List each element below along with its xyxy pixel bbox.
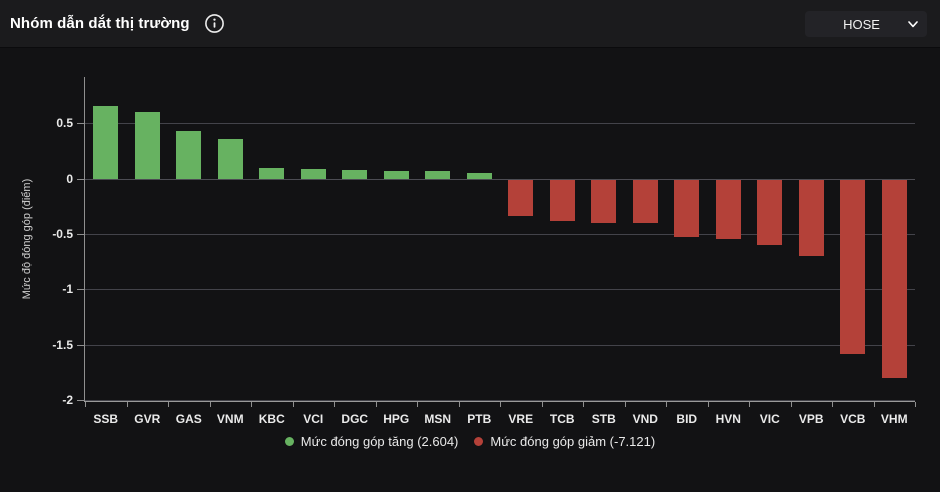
x-axis-label: HPG	[383, 412, 410, 426]
x-axis-label: MSN	[424, 412, 452, 426]
y-axis-tick	[77, 178, 84, 180]
x-axis-tick	[583, 402, 584, 407]
x-axis-tick	[500, 402, 501, 407]
y-tick-label: -2	[62, 392, 73, 407]
x-axis-tick	[85, 402, 86, 407]
x-axis-tick	[749, 402, 750, 407]
x-axis-label: HVN	[715, 412, 741, 426]
bar-vci[interactable]	[300, 168, 326, 179]
x-axis-tick	[624, 402, 626, 407]
bar-gas[interactable]	[176, 131, 202, 179]
x-axis-label: VRE	[508, 412, 534, 426]
x-axis-label: KBC	[258, 412, 285, 426]
y-axis-tick	[77, 123, 84, 125]
legend: Mức đóng góp tăng (2.604) Mức đóng góp g…	[0, 434, 940, 449]
bar-vnm[interactable]	[217, 138, 243, 179]
x-axis-line	[84, 401, 915, 402]
gridline	[85, 234, 915, 236]
bar-kbc[interactable]	[259, 167, 285, 179]
info-icon[interactable]	[204, 13, 225, 34]
plot-area: 0.5 0 -0.5 -1 -1.5 -2 SSB GVR GAS VNM KBC VCI DGC HPG…	[52, 77, 916, 426]
x-axis-label: VNM	[216, 412, 244, 426]
bar-vre[interactable]	[508, 179, 534, 217]
bar-bid[interactable]	[674, 179, 700, 238]
bar-ssb[interactable]	[93, 105, 119, 179]
header: Nhóm dẫn dắt thị trường HOSE	[0, 0, 940, 48]
bar-vhm[interactable]	[881, 179, 907, 378]
legend-item-decrease[interactable]: Mức đóng góp giảm (-7.121)	[474, 434, 655, 449]
y-tick-label: 0.5	[56, 116, 73, 131]
y-tick-label: -1.5	[52, 337, 73, 352]
bar-gvr[interactable]	[134, 112, 160, 179]
x-axis-tick	[666, 402, 667, 407]
x-axis-label: GAS	[175, 412, 202, 426]
chevron-down-icon	[908, 20, 918, 27]
x-axis-label: VPB	[798, 412, 824, 426]
y-axis-tick	[77, 234, 84, 236]
x-axis-label: STB	[591, 412, 616, 426]
legend-item-increase[interactable]: Mức đóng góp tăng (2.604)	[284, 434, 459, 449]
bar-dgc[interactable]	[342, 169, 368, 179]
y-axis-tick	[77, 289, 84, 291]
gridline	[85, 178, 915, 180]
bar-vcb[interactable]	[840, 179, 866, 355]
gridline	[85, 399, 915, 401]
x-axis-label: VCI	[303, 412, 324, 426]
x-axis-tick	[915, 402, 916, 407]
y-axis-tick	[77, 399, 84, 401]
legend-label-increase: Mức đóng góp tăng (2.604)	[300, 434, 459, 449]
y-tick-label: -0.5	[52, 227, 73, 242]
x-axis-label: VND	[632, 412, 658, 426]
bar-msn[interactable]	[425, 170, 451, 179]
x-axis-label: VIC	[759, 412, 780, 426]
x-axis-tick	[790, 402, 792, 407]
x-axis-tick	[458, 402, 460, 407]
x-axis-tick	[292, 402, 294, 407]
gridline	[85, 289, 915, 291]
gridline	[85, 123, 915, 125]
x-axis-tick	[873, 402, 875, 407]
bar-stb[interactable]	[591, 179, 617, 223]
bar-tcb[interactable]	[549, 179, 575, 221]
bar-ptb[interactable]	[466, 173, 492, 179]
bar-hvn[interactable]	[715, 179, 741, 240]
x-axis-tick	[417, 402, 418, 407]
x-axis-label: SSB	[93, 412, 119, 426]
x-axis-label: TCB	[549, 412, 575, 426]
bar-vpb[interactable]	[798, 179, 824, 257]
x-axis-label: GVR	[134, 412, 161, 426]
x-axis-tick	[832, 402, 833, 407]
legend-label-decrease: Mức đóng góp giảm (-7.121)	[490, 434, 656, 449]
x-axis-tick	[126, 402, 128, 407]
bar-hpg[interactable]	[383, 170, 409, 179]
x-axis-tick	[707, 402, 709, 407]
y-tick-label: 0	[66, 171, 73, 186]
page-title: Nhóm dẫn dắt thị trường	[10, 15, 190, 32]
legend-marker-decrease-icon	[474, 437, 484, 446]
x-axis-label: PTB	[467, 412, 492, 426]
bar-vic[interactable]	[757, 179, 783, 245]
x-axis-tick	[334, 402, 335, 407]
x-axis-tick	[168, 402, 169, 407]
contribution-chart: Mức độ đóng góp (điểm) 0.5 0 -0.5 -1 -1.5 -2 S…	[0, 48, 940, 492]
x-axis-tick	[375, 402, 377, 407]
exchange-dropdown-value: HOSE	[843, 16, 880, 32]
x-axis-tick	[541, 402, 543, 407]
x-axis-tick	[251, 402, 252, 407]
legend-marker-increase-icon	[284, 437, 294, 446]
gridline	[85, 344, 915, 346]
y-axis-line	[84, 77, 85, 402]
x-axis-label: BID	[676, 412, 698, 426]
exchange-dropdown[interactable]: HOSE	[805, 11, 927, 37]
x-axis-label: VCB	[840, 412, 866, 426]
y-axis-tick	[77, 344, 84, 346]
x-axis-tick	[209, 402, 211, 407]
y-tick-label: -1	[62, 282, 73, 297]
x-axis-label: VHM	[880, 412, 908, 426]
bar-vnd[interactable]	[632, 179, 658, 223]
x-axis-label: DGC	[341, 412, 369, 426]
